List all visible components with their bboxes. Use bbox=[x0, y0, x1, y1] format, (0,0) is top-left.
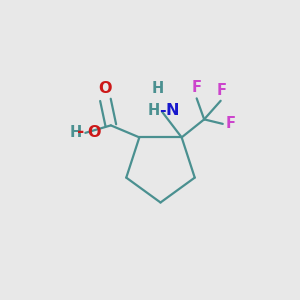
Text: O: O bbox=[99, 81, 112, 96]
Text: O: O bbox=[87, 125, 101, 140]
Text: -: - bbox=[159, 103, 166, 118]
Text: -: - bbox=[77, 123, 85, 141]
Text: N: N bbox=[166, 103, 179, 118]
Text: H: H bbox=[70, 125, 82, 140]
Text: H: H bbox=[148, 103, 160, 118]
Text: H: H bbox=[152, 81, 164, 96]
Text: F: F bbox=[192, 80, 202, 95]
Text: F: F bbox=[226, 116, 236, 131]
Text: F: F bbox=[217, 83, 227, 98]
